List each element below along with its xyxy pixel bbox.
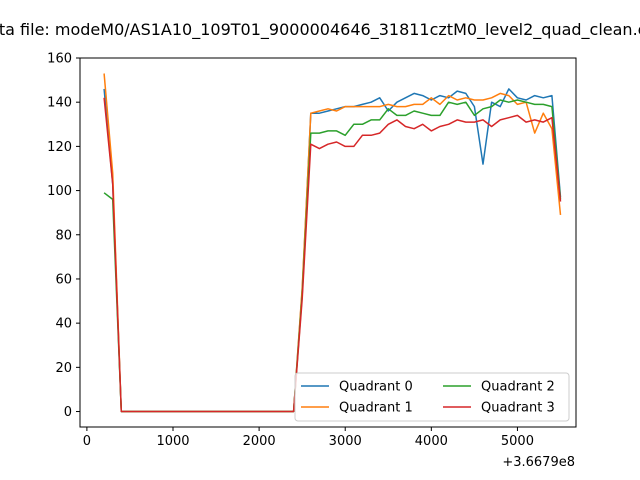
y-axis: 0 20 40 60 80 100 120 140 160	[47, 52, 80, 420]
axes-frame	[79, 57, 577, 428]
x-axis-offset-label: +3.6679e8	[502, 455, 575, 470]
legend-label-quadrant-2: Quadrant 2	[481, 380, 555, 395]
x-tick-label: 3000	[329, 434, 362, 449]
x-tick-label: 2000	[243, 434, 276, 449]
chart-title: Data file: modeM0/AS1A10_109T01_90000046…	[0, 20, 640, 40]
y-tick-label: 100	[47, 184, 72, 199]
legend-box	[294, 372, 570, 422]
legend-label-quadrant-0: Quadrant 0	[339, 380, 413, 395]
plot-area	[79, 57, 577, 428]
y-tick-label: 20	[55, 361, 72, 376]
y-tick-label: 60	[55, 272, 72, 287]
legend-label-quadrant-3: Quadrant 3	[481, 401, 555, 416]
series-line-quadrant-2	[103, 99, 562, 413]
y-tick-label: 80	[55, 228, 72, 243]
series-line-quadrant-0	[103, 88, 562, 413]
x-tick-label: 4000	[415, 434, 448, 449]
y-tick-label: 140	[47, 96, 72, 111]
legend-label-quadrant-1: Quadrant 1	[339, 401, 413, 416]
y-tick-label: 120	[47, 140, 72, 155]
legend: Quadrant 0 Quadrant 1 Quadrant 2 Quadrant 3	[294, 372, 570, 422]
x-tick-label: 1000	[156, 434, 189, 449]
y-tick-label: 0	[64, 405, 72, 420]
x-tick-label: 0	[83, 434, 91, 449]
y-tick-label: 160	[47, 52, 72, 67]
series-line-quadrant-3	[103, 97, 562, 413]
x-tick-label: 5000	[501, 434, 534, 449]
series-line-quadrant-1	[103, 73, 562, 413]
x-axis: 0 1000 2000 3000 4000 5000	[83, 427, 534, 449]
y-tick-label: 40	[55, 317, 72, 332]
